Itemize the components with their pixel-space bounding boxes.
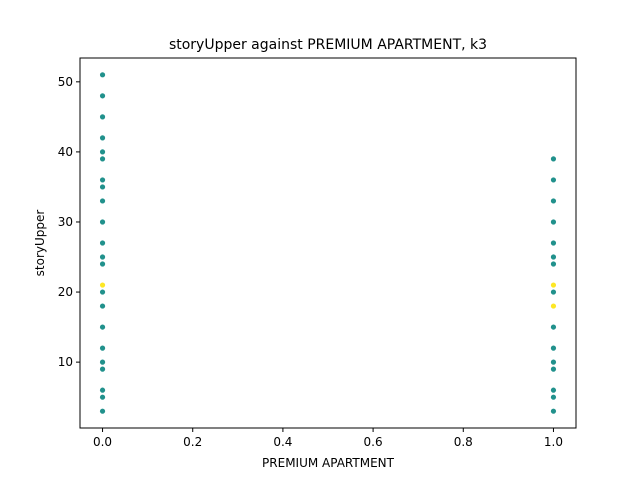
data-point [99,261,106,267]
y-tick-label: 10 [58,355,73,369]
data-point [99,289,106,295]
plot-area-frame [79,57,577,429]
x-tick-label: 0.8 [454,435,473,449]
data-point [99,219,106,225]
data-point [99,366,106,372]
data-point [99,114,106,120]
data-point [550,177,557,183]
data-point [99,408,106,414]
data-point [99,282,106,288]
data-point [550,345,557,351]
data-point [99,184,106,190]
data-point [99,394,106,400]
y-tick-label: 30 [58,215,73,229]
data-point [99,387,106,393]
data-point [550,240,557,246]
y-tick-label: 40 [58,145,73,159]
y-axis-label: storyUpper [33,210,47,277]
x-tick-label: 0.6 [364,435,383,449]
data-point [99,156,106,162]
chart-title: storyUpper against PREMIUM APARTMENT, k3 [169,37,487,53]
data-point [99,240,106,246]
data-point [99,135,106,141]
data-point [99,93,106,99]
data-point [99,177,106,183]
data-point [550,366,557,372]
x-tick-label: 0.0 [93,435,112,449]
x-axis-label: PREMIUM APARTMENT [262,456,395,470]
data-point [99,72,106,78]
y-tick-label: 20 [58,285,73,299]
data-point [550,408,557,414]
data-point [550,254,557,260]
data-point [550,324,557,330]
data-point [99,324,106,330]
data-point [99,198,106,204]
data-point [550,303,557,309]
data-point [550,289,557,295]
data-point [99,149,106,155]
data-point [550,156,557,162]
x-tick-label: 1.0 [544,435,563,449]
y-axis-ticks: 10 20 30 40 50 [58,75,80,369]
x-axis-ticks: 0.0 0.2 0.4 0.6 0.8 1.0 [93,428,563,449]
data-point [550,219,557,225]
x-tick-label: 0.4 [273,435,292,449]
data-point [550,282,557,288]
data-point [99,303,106,309]
data-point [550,359,557,365]
data-point [99,254,106,260]
data-point [550,261,557,267]
data-point [550,394,557,400]
y-tick-label: 50 [58,75,73,89]
data-point [550,387,557,393]
data-point [550,198,557,204]
data-point [99,345,106,351]
data-points [99,72,557,414]
x-tick-label: 0.2 [183,435,202,449]
data-point [99,359,106,365]
